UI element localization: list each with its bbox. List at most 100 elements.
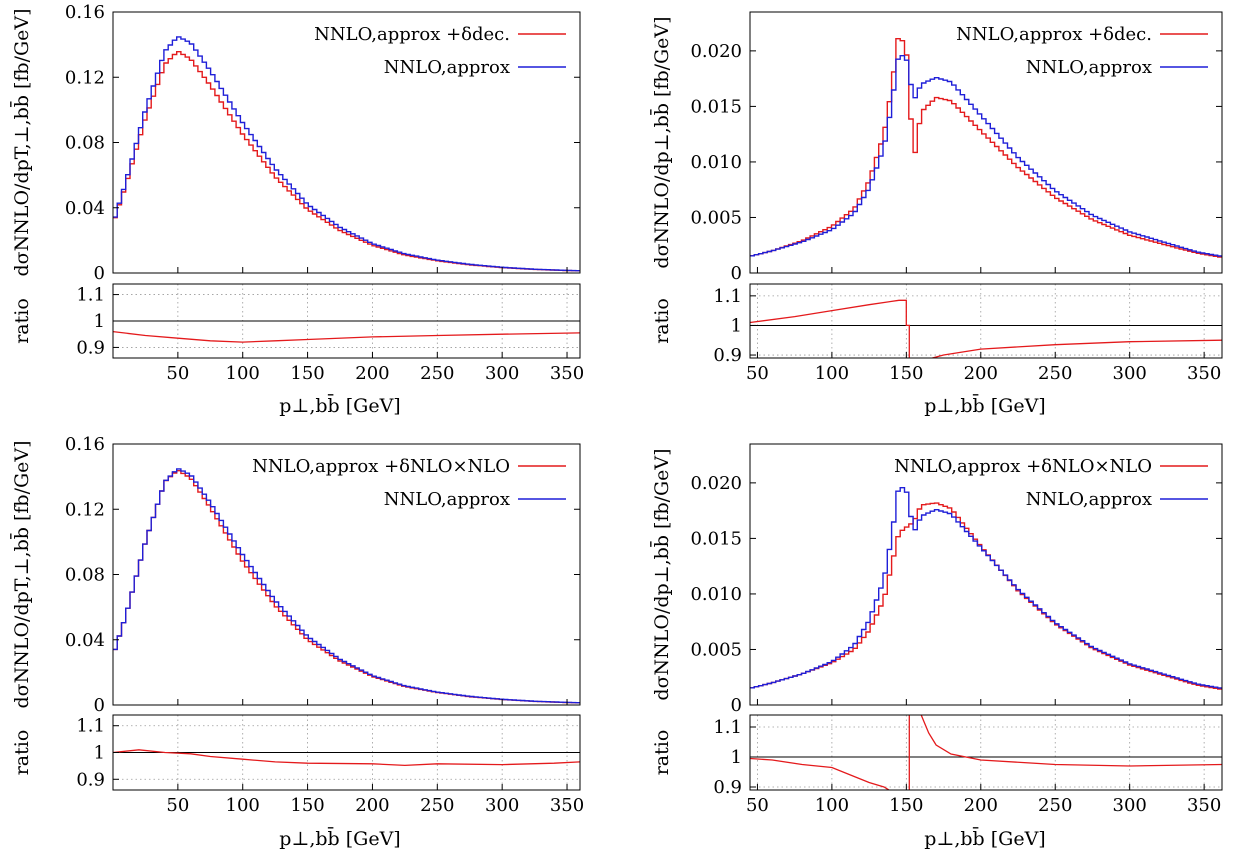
y-tick-label: 0 — [731, 263, 742, 284]
y-tick-label: 0.04 — [65, 630, 105, 651]
legend-label: NNLO,approx +δdec. — [314, 24, 510, 45]
series-line-corrected — [750, 38, 1222, 258]
ratio-tick-label: 0.9 — [76, 337, 105, 358]
ratio-tick-label: 1 — [731, 315, 742, 336]
y-tick-label: 0 — [731, 695, 742, 716]
x-tick-label: 100 — [226, 795, 260, 816]
x-tick-label: 250 — [1038, 363, 1072, 384]
x-axis-label: p⊥,bb̄ [GeV] — [924, 826, 1045, 850]
x-tick-label: 200 — [355, 363, 389, 384]
x-tick-label: 50 — [746, 795, 769, 816]
ratio-curve — [750, 715, 1222, 790]
x-tick-label: 350 — [1187, 795, 1221, 816]
y-tick-label: 0.020 — [690, 41, 742, 62]
chart-panel-bottom-right: 0 0.005 0.010 0.015 0.020 0.9 1 1.1 50 100 150 200 2… — [649, 443, 1223, 850]
x-tick-label: 150 — [889, 795, 923, 816]
y-tick-label: 0.015 — [690, 528, 742, 549]
ratio-tick-label: 1 — [94, 311, 105, 332]
main-plot-frame — [112, 443, 581, 706]
x-axis-label: p⊥,bb̄ [GeV] — [279, 826, 400, 850]
ratio-tick-label: 0.9 — [76, 769, 105, 790]
ratio-plot-frame — [749, 714, 1223, 791]
x-tick-label: 100 — [815, 363, 849, 384]
y-axis-label: dσNNLO/dpT,⊥,bb̄ [fb/GeV] — [9, 8, 33, 276]
y-tick-label: 0.08 — [65, 133, 105, 154]
y-tick-label: 0.16 — [65, 434, 105, 455]
y-tick-label: 0.005 — [690, 207, 742, 228]
x-tick-label: 300 — [485, 795, 519, 816]
series-line-nnlo-approx — [750, 487, 1222, 689]
y-axis-label: dσNNLO/dp⊥,bb̄ [fb/GeV] — [649, 16, 673, 268]
ratio-tick-label: 1.1 — [76, 285, 105, 306]
x-tick-label: 300 — [1113, 795, 1147, 816]
ratio-tick-label: 1.1 — [76, 716, 105, 737]
ratio-tick-label: 1 — [731, 747, 742, 768]
main-plot-frame — [749, 443, 1223, 706]
legend-label: NNLO,approx +δNLO×NLO — [894, 456, 1152, 477]
x-tick-label: 250 — [420, 363, 454, 384]
ratio-curve — [750, 299, 1222, 358]
ratio-axis-label: ratio — [11, 298, 33, 344]
x-tick-label: 350 — [550, 795, 584, 816]
ratio-tick-label: 1.1 — [713, 717, 742, 738]
series-line-corrected — [750, 502, 1222, 690]
ratio-curve — [113, 749, 580, 767]
y-tick-label: 0.08 — [65, 565, 105, 586]
series-line-corrected — [113, 51, 580, 272]
y-tick-label: 0.010 — [690, 584, 742, 605]
y-tick-label: 0.16 — [65, 2, 105, 23]
x-tick-label: 200 — [964, 795, 998, 816]
chart-panel-top-left: 0 0.04 0.08 0.12 0.16 0.9 1 1.1 50 100 150 200 250 30… — [9, 2, 584, 417]
main-plot-frame — [749, 11, 1223, 274]
y-axis-label: dσNNLO/dpT,⊥,bb̄ [fb/GeV] — [9, 440, 33, 708]
ratio-tick-label: 0.9 — [713, 777, 742, 798]
legend-label: NNLO,approx — [1026, 489, 1152, 510]
x-tick-label: 200 — [964, 363, 998, 384]
chart-panel-bottom-left: 0 0.04 0.08 0.12 0.16 0.9 1 1.1 50 100 150 200 250 30… — [9, 434, 584, 850]
x-tick-label: 150 — [290, 363, 324, 384]
x-tick-label: 250 — [420, 795, 454, 816]
x-tick-label: 300 — [1113, 363, 1147, 384]
y-axis-label: dσNNLO/dp⊥,bb̄ [fb/GeV] — [649, 448, 673, 700]
legend-label: NNLO,approx +δdec. — [956, 24, 1152, 45]
x-tick-label: 300 — [485, 363, 519, 384]
legend-label: NNLO,approx — [384, 489, 510, 510]
y-tick-label: 0 — [94, 263, 105, 284]
y-tick-label: 0.005 — [690, 639, 742, 660]
x-tick-label: 350 — [1187, 363, 1221, 384]
series-line-nnlo-approx — [750, 55, 1222, 257]
y-tick-label: 0.04 — [65, 198, 105, 219]
ratio-curve — [113, 330, 580, 343]
x-tick-label: 150 — [290, 795, 324, 816]
legend-label: NNLO,approx +δNLO×NLO — [252, 456, 510, 477]
x-tick-label: 100 — [226, 363, 260, 384]
series-line-nnlo-approx — [113, 468, 580, 704]
x-tick-label: 50 — [746, 363, 769, 384]
x-axis-label: p⊥,bb̄ [GeV] — [924, 393, 1045, 417]
y-tick-label: 0.12 — [65, 67, 105, 88]
series-line-nnlo-approx — [113, 36, 580, 272]
ratio-axis-label: ratio — [651, 730, 673, 776]
y-tick-label: 0.010 — [690, 152, 742, 173]
x-tick-label: 50 — [166, 795, 189, 816]
ratio-tick-label: 0.9 — [713, 345, 742, 366]
chart-panel-top-right: 0 0.005 0.010 0.015 0.020 0.9 1 1.1 50 100 150 200 2… — [649, 11, 1223, 417]
x-tick-label: 50 — [166, 363, 189, 384]
ratio-tick-label: 1.1 — [713, 286, 742, 307]
x-tick-label: 150 — [889, 363, 923, 384]
ratio-axis-label: ratio — [11, 730, 33, 776]
legend-label: NNLO,approx — [384, 57, 510, 78]
x-tick-label: 250 — [1038, 795, 1072, 816]
y-tick-label: 0.015 — [690, 96, 742, 117]
ratio-axis-label: ratio — [651, 298, 673, 344]
ratio-tick-label: 1 — [94, 743, 105, 764]
x-tick-label: 100 — [815, 795, 849, 816]
x-tick-label: 350 — [550, 363, 584, 384]
ratio-plot-frame — [749, 283, 1223, 359]
x-tick-label: 200 — [355, 795, 389, 816]
y-tick-label: 0.12 — [65, 499, 105, 520]
x-axis-label: p⊥,bb̄ [GeV] — [279, 393, 400, 417]
legend-label: NNLO,approx — [1026, 57, 1152, 78]
y-tick-label: 0 — [94, 695, 105, 716]
